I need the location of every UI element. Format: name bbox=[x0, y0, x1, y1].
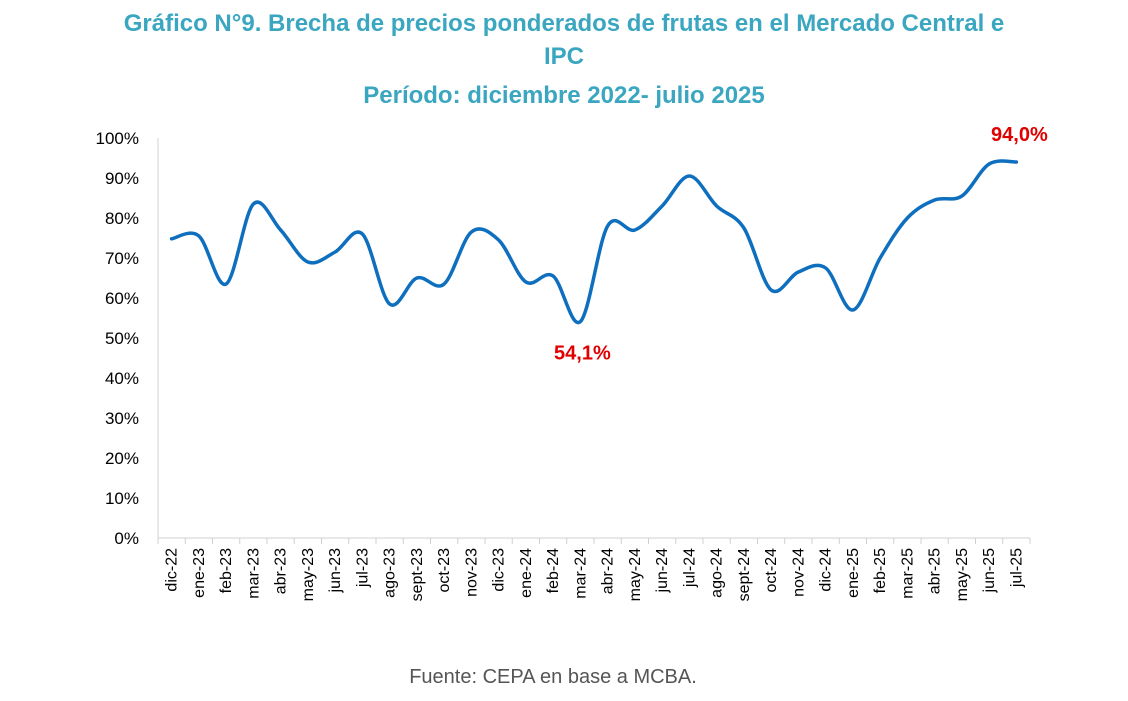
x-tick-label: nov-24 bbox=[790, 548, 807, 597]
x-tick-label: jun-24 bbox=[654, 548, 671, 594]
x-tick-label: may-23 bbox=[300, 548, 317, 601]
y-tick-label: 60% bbox=[105, 289, 139, 308]
data-point bbox=[878, 256, 882, 260]
data-point bbox=[905, 216, 909, 220]
x-tick-label: jul-25 bbox=[1008, 548, 1025, 588]
x-tick-label: mar-23 bbox=[245, 548, 262, 599]
data-point bbox=[1014, 160, 1018, 164]
x-axis: dic-22 ene-23 feb-23 mar-23 abr-23 may-23 jun-… bbox=[157, 537, 1031, 601]
y-tick-label: 80% bbox=[105, 209, 139, 228]
data-point bbox=[933, 198, 937, 202]
x-tick-label: may-24 bbox=[627, 548, 644, 601]
chart-subtitle: Período: diciembre 2022- julio 2025 bbox=[363, 82, 765, 109]
chart-title-line-1: Gráfico N°9. Brecha de precios ponderado… bbox=[123, 10, 1005, 37]
data-point bbox=[224, 282, 228, 286]
x-tick-label: jun-23 bbox=[327, 548, 344, 594]
x-tick-label: may-25 bbox=[954, 548, 971, 601]
y-tick-label: 30% bbox=[105, 409, 139, 428]
data-point bbox=[388, 302, 392, 306]
data-label-annotation: 54,1% bbox=[554, 343, 611, 365]
y-tick-label: 90% bbox=[105, 169, 139, 188]
data-point bbox=[687, 174, 691, 178]
x-tick-label: feb-25 bbox=[872, 548, 889, 593]
data-point bbox=[442, 282, 446, 286]
data-point bbox=[469, 230, 473, 234]
data-point bbox=[333, 250, 337, 254]
x-tick-label: abr-24 bbox=[600, 548, 617, 594]
series-group bbox=[169, 159, 1019, 325]
data-point bbox=[279, 228, 283, 232]
data-point bbox=[606, 224, 610, 228]
x-tick-label: sept-23 bbox=[409, 548, 426, 601]
source-note: Fuente: CEPA en base a MCBA. bbox=[409, 666, 697, 688]
data-point bbox=[197, 234, 201, 238]
data-point bbox=[987, 162, 991, 166]
data-point bbox=[660, 204, 664, 208]
data-point bbox=[551, 274, 555, 278]
x-tick-label: oct-23 bbox=[436, 548, 453, 593]
x-tick-label: ene-25 bbox=[845, 548, 862, 598]
x-tick-label: ago-24 bbox=[709, 548, 726, 598]
data-point bbox=[796, 270, 800, 274]
data-point bbox=[497, 238, 501, 242]
x-tick-label: ago-23 bbox=[382, 548, 399, 598]
y-tick-label: 100% bbox=[96, 129, 139, 148]
data-point bbox=[742, 226, 746, 230]
data-point bbox=[306, 260, 310, 264]
y-tick-label: 50% bbox=[105, 329, 139, 348]
x-tick-label: abr-23 bbox=[273, 548, 290, 594]
data-point bbox=[360, 232, 364, 236]
data-point bbox=[415, 276, 419, 280]
x-tick-label: abr-25 bbox=[927, 548, 944, 594]
x-tick-label: ene-23 bbox=[191, 548, 208, 598]
data-point bbox=[824, 266, 828, 270]
x-tick-label: jul-24 bbox=[681, 548, 698, 588]
x-tick-label: dic-22 bbox=[164, 548, 181, 592]
x-tick-label: dic-24 bbox=[818, 548, 835, 592]
data-point bbox=[633, 228, 637, 232]
x-tick-label: feb-24 bbox=[545, 548, 562, 593]
y-tick-label: 10% bbox=[105, 489, 139, 508]
x-tick-label: mar-24 bbox=[572, 548, 589, 599]
x-tick-label: ene-24 bbox=[518, 548, 535, 598]
x-tick-label: jul-23 bbox=[354, 548, 371, 588]
x-tick-label: feb-23 bbox=[218, 548, 235, 593]
data-point bbox=[524, 280, 528, 284]
x-tick-label: nov-23 bbox=[463, 548, 480, 597]
data-point bbox=[715, 204, 719, 208]
x-tick-label: sept-24 bbox=[736, 548, 753, 601]
data-point bbox=[251, 202, 255, 206]
series-line-0 bbox=[169, 159, 1019, 325]
data-point bbox=[960, 194, 964, 198]
y-tick-label: 40% bbox=[105, 369, 139, 388]
data-point bbox=[170, 237, 174, 241]
x-tick-label: jun-25 bbox=[981, 548, 998, 594]
chart-title-line-2: IPC bbox=[543, 43, 584, 70]
y-tick-label: 70% bbox=[105, 249, 139, 268]
data-point bbox=[769, 288, 773, 292]
annotations: 54,1% 94,0% bbox=[554, 124, 1048, 365]
y-tick-label: 0% bbox=[114, 529, 139, 548]
x-tick-label: dic-23 bbox=[491, 548, 508, 592]
y-axis: 0% 10% 20% 30% 40% 50% 60% 70% 80% 90% 100% bbox=[96, 129, 159, 548]
y-tick-label: 20% bbox=[105, 449, 139, 468]
x-tick-label: mar-25 bbox=[899, 548, 916, 599]
data-label-annotation: 94,0% bbox=[991, 124, 1048, 146]
data-point bbox=[851, 308, 855, 312]
data-point bbox=[578, 320, 582, 324]
x-tick-label: oct-24 bbox=[763, 548, 780, 593]
